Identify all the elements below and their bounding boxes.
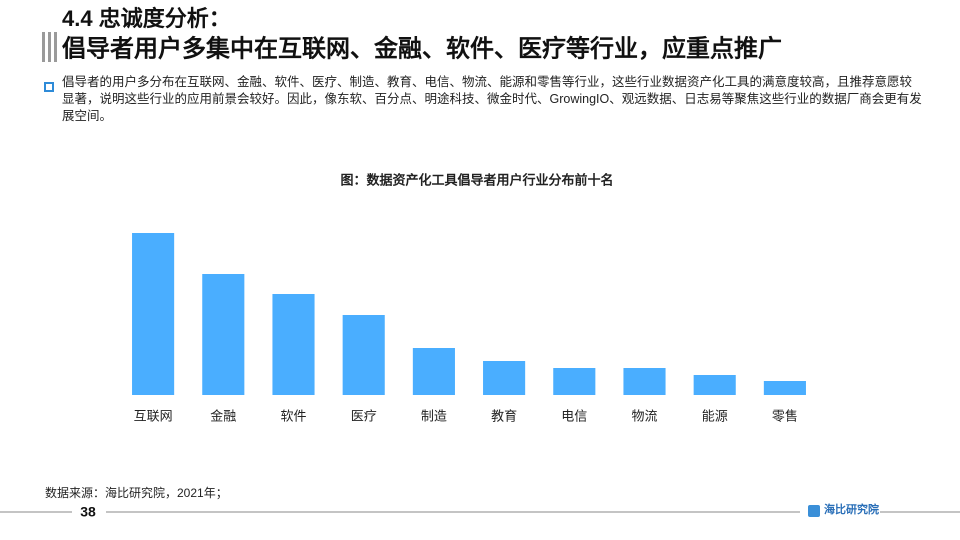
x-tick-label: 能源 — [702, 408, 728, 423]
x-tick-label: 电信 — [561, 408, 587, 423]
bar — [342, 315, 385, 395]
bar — [272, 294, 315, 395]
bar — [132, 233, 175, 395]
x-tick-label: 制造 — [421, 408, 447, 423]
x-tick-label: 金融 — [210, 408, 236, 423]
bar — [202, 274, 245, 395]
x-tick-label: 零售 — [772, 408, 798, 423]
section-title: 4.4 忠诚度分析： — [62, 6, 231, 31]
x-tick-label: 医疗 — [351, 408, 377, 423]
bar — [553, 368, 596, 395]
title-decoration — [42, 32, 57, 62]
bar — [412, 348, 455, 395]
x-tick-label: 物流 — [631, 408, 657, 423]
bar — [483, 361, 526, 395]
logo-text: 海比研究院 — [824, 502, 879, 516]
paragraph: 倡导者的用户多分布在互联网、金融、软件、医疗、制造、教育、电信、物流、能源和零售… — [62, 75, 922, 123]
bar — [763, 381, 806, 395]
logo-icon — [808, 505, 820, 517]
chart-title: 图：数据资产化工具倡导者用户行业分布前十名 — [340, 172, 613, 187]
page-number: 38 — [80, 504, 96, 520]
bar — [693, 375, 736, 395]
x-tick-label: 软件 — [280, 408, 306, 423]
slide-title: 倡导者用户多集中在互联网、金融、软件、医疗等行业，应重点推广 — [62, 34, 782, 62]
x-tick-label: 互联网 — [134, 408, 173, 423]
bullet — [44, 82, 54, 92]
source: 数据来源：海比研究院，2021年； — [45, 485, 228, 500]
page-number-bg — [72, 503, 106, 521]
x-tick-label: 教育 — [491, 408, 517, 423]
bar — [623, 368, 666, 395]
